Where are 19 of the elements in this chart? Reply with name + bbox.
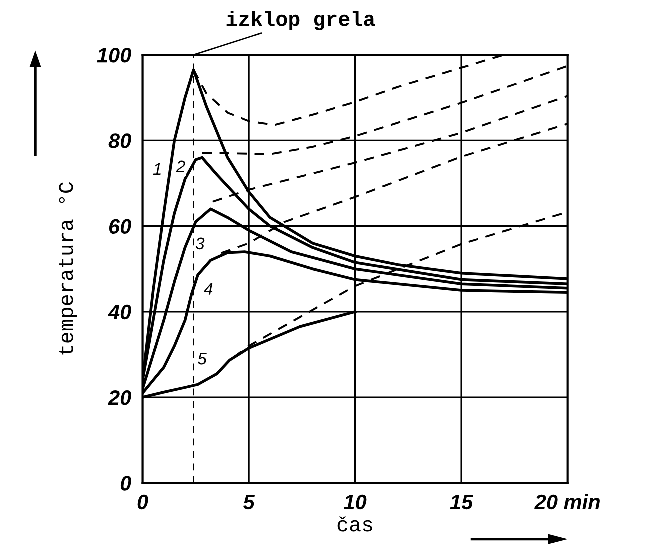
y-axis-title: temperatura °C: [59, 182, 78, 355]
annotation: 3: [196, 238, 205, 250]
x-axis-title: čas: [338, 516, 372, 532]
y-tick-label: 100: [97, 48, 132, 63]
y-tick-label: 40: [108, 304, 132, 320]
x-tick-label: 15: [450, 495, 474, 510]
annotation: 1: [153, 163, 161, 175]
y-tick-label: 20: [108, 390, 132, 406]
x-tick-label: 20 min: [534, 494, 600, 510]
x-tick-label: 10: [344, 494, 367, 510]
y-tick-label: 0: [120, 476, 132, 491]
annotation: 5: [198, 353, 207, 365]
x-tick-label: 5: [243, 495, 256, 510]
y-tick-label: 80: [108, 134, 132, 148]
x-tick-label: 0: [138, 494, 148, 510]
ref-line-label: izklop grela: [226, 11, 376, 31]
y-tick-label: 60: [109, 219, 132, 234]
annotation: 2: [176, 160, 186, 172]
annotation: 4: [204, 283, 213, 295]
